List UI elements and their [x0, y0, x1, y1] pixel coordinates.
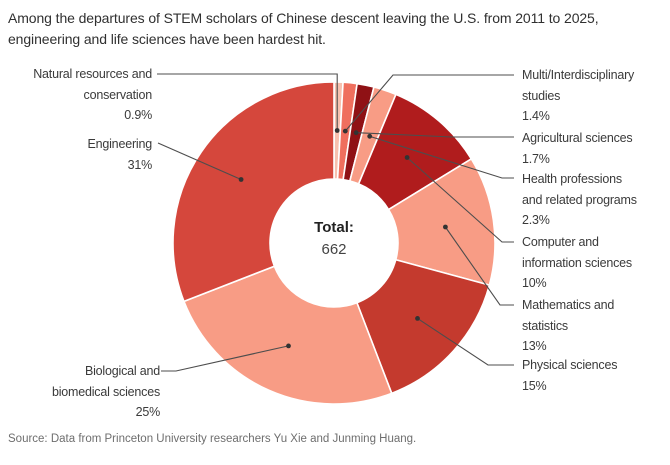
leader-line-mathematics-and-statistics: [444, 226, 514, 306]
pie-slice-engineering: [172, 81, 335, 303]
slice-percent-label: 25%: [135, 405, 161, 419]
leader-line-multi-interdisciplinary-studies: [344, 74, 514, 132]
leader-dot-mathematics-and-statistics: [443, 224, 448, 230]
slice-label-health-professions-and-related-programs: Health professions and related programs 2.…: [522, 169, 667, 231]
donut-center-value: 662: [321, 241, 347, 258]
leader-line-agricultural-sciences: [356, 132, 514, 138]
leader-dot-computer-and-information-sciences: [404, 155, 410, 160]
slice-label-physical-sciences: Physical sciences 15%: [522, 355, 667, 396]
slice-label-computer-and-information-sciences: Computer and information sciences 10%: [522, 232, 667, 294]
leader-dot-health-professions-and-related-programs: [367, 133, 373, 139]
pie-slice-physical-sciences: [356, 258, 491, 395]
leader-line-physical-sciences: [417, 317, 514, 366]
pie-slice-biological-and-biomedical-sciences: [183, 265, 393, 405]
slice-label-line: Physical sciences: [522, 358, 618, 372]
slice-label-line: statistics: [522, 318, 568, 333]
slice-label-engineering: Engineering 31%: [0, 134, 152, 175]
leader-line-biological-and-biomedical-sciences: [161, 345, 289, 372]
leader-dot-natural-resources-and-conservation: [334, 128, 340, 133]
leader-dot-biological-and-biomedical-sciences: [286, 343, 291, 349]
leader-line-natural-resources-and-conservation: [157, 73, 338, 131]
slice-percent-label: 1.7%: [522, 151, 550, 166]
slice-label-line: Engineering: [87, 137, 152, 151]
leader-line-computer-and-information-sciences: [406, 157, 514, 243]
slice-label-agricultural-sciences: Agricultural sciences 1.7%: [522, 128, 667, 169]
slice-label-line: and related programs: [522, 192, 637, 207]
slice-label-mathematics-and-statistics: Mathematics and statistics 13%: [522, 295, 667, 357]
donut-center-label: Total:: [314, 219, 354, 236]
leader-dot-physical-sciences: [415, 316, 420, 321]
slice-label-line: Health professions: [522, 172, 622, 186]
slice-label-line: biomedical sciences: [51, 384, 160, 399]
slice-label-line: Biological and: [84, 364, 160, 378]
source-note: Source: Data from Princeton University r…: [8, 433, 417, 445]
slice-percent-label: 15%: [522, 378, 547, 393]
slice-label-biological-and-biomedical-sciences: Biological and biomedical sciences 25%: [0, 361, 160, 423]
slice-percent-label: 10%: [522, 276, 547, 290]
leader-dot-agricultural-sciences: [353, 130, 359, 136]
slice-percent-label: 13%: [522, 339, 547, 353]
slice-percent-label: 1.4%: [522, 109, 550, 123]
slice-label-line: studies: [522, 88, 561, 103]
slice-label-line: Multi/Interdisciplinary: [522, 68, 635, 82]
slice-label-line: Computer and: [522, 235, 599, 249]
slice-percent-label: 0.9%: [124, 108, 152, 122]
slice-label-multi-interdisciplinary-studies: Multi/Interdisciplinary studies 1.4%: [522, 65, 667, 127]
slice-percent-label: 2.3%: [522, 213, 550, 227]
chart-title: Among the departures of STEM scholars of…: [8, 10, 599, 47]
slice-label-line: Mathematics and: [522, 298, 615, 312]
slice-percent-label: 31%: [127, 157, 153, 172]
slice-label-line: Agricultural sciences: [522, 131, 633, 145]
slice-label-line: conservation: [83, 87, 153, 102]
pie-slice-mathematics-and-statistics: [387, 158, 496, 286]
slice-label-line: Natural resources and: [33, 67, 152, 81]
donut-center-text: Total: 662: [259, 217, 409, 261]
leader-line-engineering: [157, 142, 242, 181]
slice-label-line: information sciences: [522, 255, 632, 270]
leader-dot-multi-interdisciplinary-studies: [342, 128, 348, 134]
leader-line-health-professions-and-related-programs: [369, 135, 514, 179]
slice-label-natural-resources-and-conservation: Natural resources and conservation 0.9%: [0, 64, 152, 126]
leader-dot-engineering: [238, 177, 244, 182]
